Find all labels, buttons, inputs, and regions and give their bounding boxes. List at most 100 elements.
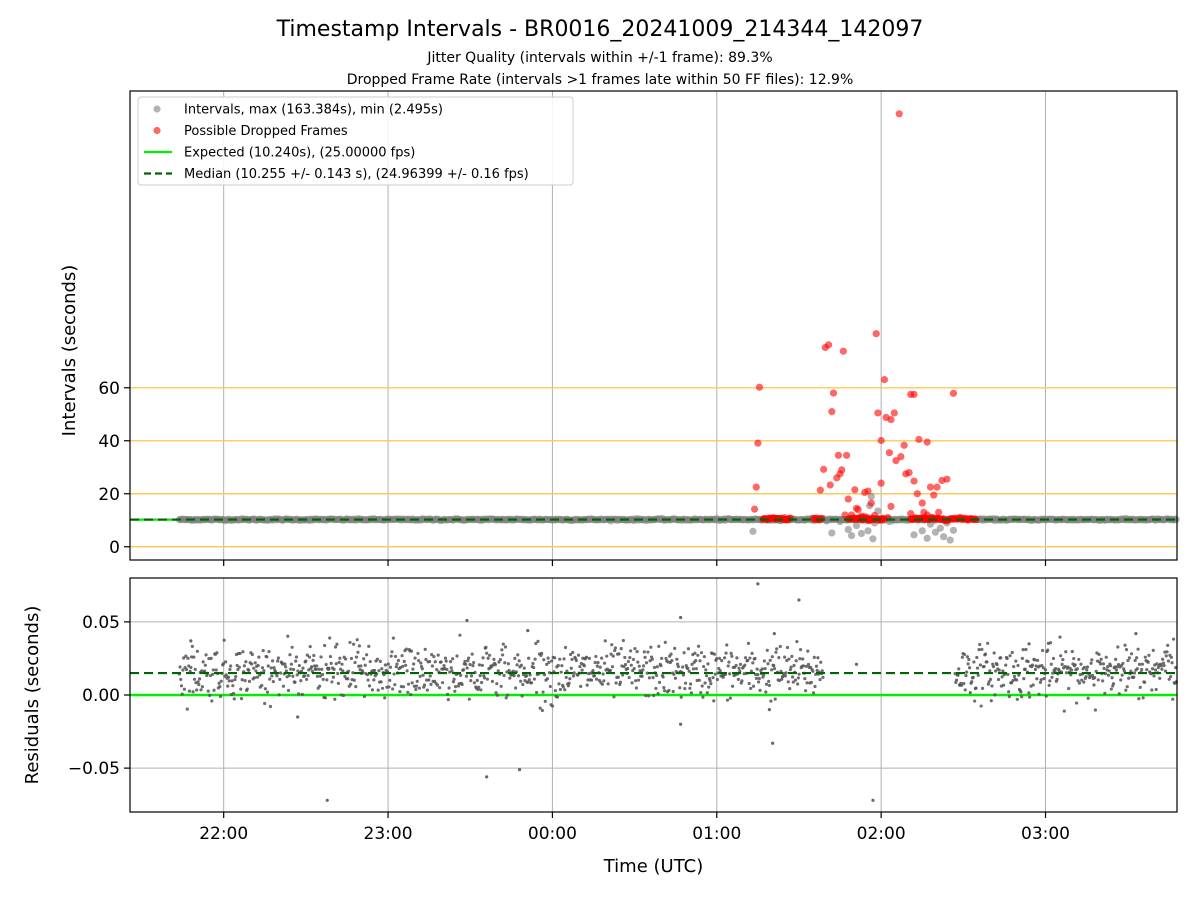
- residual-point: [1106, 673, 1111, 677]
- residual-point: [1046, 648, 1050, 652]
- residual-point: [1000, 675, 1004, 679]
- residual-point: [247, 668, 251, 672]
- residual-point: [968, 690, 972, 695]
- residual-point: [762, 659, 766, 663]
- residual-point: [235, 663, 239, 668]
- dropped-frame-point: [828, 408, 836, 416]
- dropped-frame-point: [923, 438, 931, 446]
- residual-point: [569, 666, 573, 670]
- residual-point: [988, 677, 993, 682]
- residual-point: [788, 687, 792, 691]
- residual-point: [570, 657, 574, 661]
- residual-point: [344, 657, 348, 661]
- residual-point: [629, 663, 633, 667]
- residual-point: [281, 684, 286, 688]
- residual-point: [571, 650, 575, 655]
- residual-point: [809, 680, 813, 685]
- residual-point: [662, 686, 666, 690]
- residual-point: [197, 677, 202, 681]
- residuals-y-tick-label: 0.00: [82, 686, 120, 706]
- residual-point: [500, 648, 504, 652]
- residual-point: [750, 651, 754, 656]
- residual-point: [243, 679, 247, 683]
- residual-point: [527, 678, 531, 682]
- residual-point: [1014, 678, 1019, 682]
- residual-point: [354, 685, 358, 689]
- residual-point: [378, 659, 382, 663]
- dropped-frame-point: [754, 439, 762, 447]
- residual-point: [227, 679, 231, 683]
- residual-point: [206, 689, 210, 693]
- residual-point: [772, 631, 776, 636]
- residual-point: [1023, 667, 1027, 671]
- residual-point: [644, 693, 648, 698]
- residual-point: [485, 775, 489, 779]
- residual-point: [734, 663, 738, 668]
- residual-point: [787, 657, 791, 661]
- legend: Intervals, max (163.384s), min (2.495s) P…: [137, 96, 574, 186]
- residual-point: [413, 656, 417, 660]
- residual-point: [571, 674, 576, 678]
- residual-point: [771, 741, 775, 745]
- residuals-y-tick-label: −0.05: [68, 759, 120, 779]
- residual-point: [647, 676, 651, 680]
- residual-point: [1075, 667, 1079, 671]
- residual-point: [336, 681, 341, 685]
- residual-point: [497, 660, 501, 664]
- residual-point: [783, 655, 787, 659]
- residual-point: [871, 798, 875, 802]
- residual-point: [556, 663, 560, 668]
- residual-point: [1140, 662, 1145, 666]
- residual-point: [974, 686, 978, 690]
- residual-point: [617, 652, 621, 656]
- residual-point: [681, 673, 685, 677]
- residual-point: [179, 684, 184, 688]
- residual-point: [336, 671, 340, 676]
- residual-point: [519, 679, 523, 683]
- residual-point: [725, 643, 729, 647]
- residual-point: [398, 690, 402, 694]
- residual-point: [717, 656, 722, 660]
- residual-point: [1082, 680, 1086, 684]
- residual-point: [244, 660, 248, 664]
- residual-point: [417, 686, 422, 690]
- residual-point: [600, 682, 604, 686]
- residual-point: [612, 695, 616, 699]
- residual-point: [650, 657, 654, 661]
- residual-point: [973, 699, 977, 703]
- residual-point: [469, 678, 473, 683]
- residual-point: [233, 677, 237, 682]
- residual-point: [1123, 643, 1127, 647]
- legend-intervals-label: Intervals, max (163.384s), min (2.495s): [184, 103, 443, 118]
- residual-point: [628, 649, 633, 653]
- residual-point: [1075, 701, 1079, 705]
- residual-point: [1051, 656, 1056, 661]
- residual-point: [1101, 679, 1105, 683]
- dropped-frame-point: [907, 510, 915, 518]
- residual-point: [430, 664, 435, 668]
- residual-point: [184, 667, 189, 672]
- residual-point: [618, 680, 623, 684]
- residual-point: [231, 691, 236, 696]
- residual-point: [445, 667, 449, 672]
- residual-point: [1048, 679, 1052, 683]
- residual-point: [252, 676, 257, 680]
- residual-point: [245, 687, 249, 691]
- residual-point: [517, 659, 521, 663]
- residual-point: [532, 677, 537, 681]
- dropped-frame-point: [918, 499, 926, 507]
- residual-point: [769, 699, 773, 703]
- dropped-frame-point: [910, 390, 918, 398]
- residual-point: [1107, 669, 1111, 673]
- residual-point: [388, 665, 393, 669]
- residual-point: [333, 645, 338, 649]
- dropped-frame-point: [750, 505, 759, 513]
- residual-point: [626, 659, 631, 664]
- residual-point: [466, 656, 471, 660]
- residual-point: [596, 661, 600, 665]
- residual-point: [395, 662, 399, 666]
- residual-point: [268, 677, 272, 681]
- residual-point: [965, 655, 970, 659]
- residual-point: [598, 665, 602, 669]
- residual-point: [669, 652, 673, 656]
